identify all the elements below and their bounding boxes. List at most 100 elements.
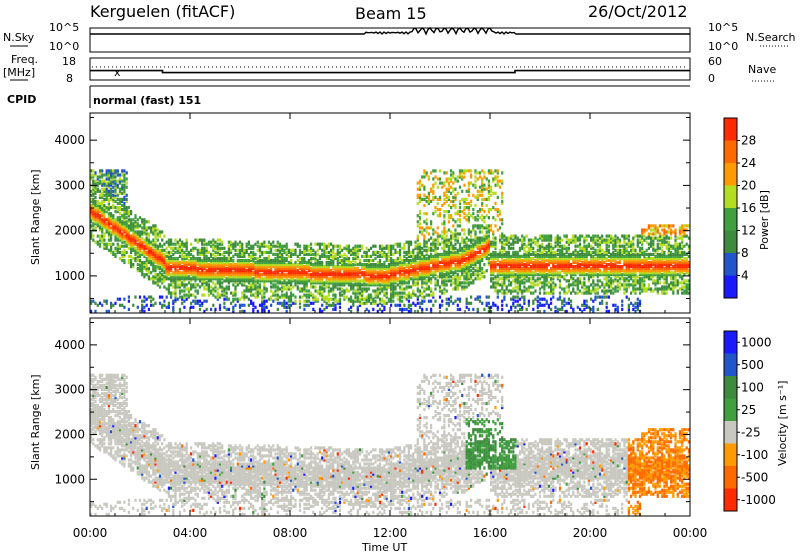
power-cell	[485, 248, 488, 252]
power-cell	[163, 252, 166, 256]
power-cell	[201, 303, 204, 307]
power-cell	[505, 252, 508, 256]
power-cell	[421, 265, 424, 269]
power-cell	[441, 203, 444, 208]
power-cell	[425, 263, 428, 267]
power-cell	[245, 271, 248, 275]
power-cell	[405, 275, 408, 279]
power-cell	[156, 279, 159, 283]
power-cell	[467, 238, 470, 242]
power-cell	[347, 248, 350, 252]
power-cell	[241, 260, 244, 265]
power-cell	[121, 258, 124, 263]
power-cell	[396, 269, 399, 273]
power-cell	[416, 289, 419, 293]
power-cell	[227, 269, 230, 273]
power-cell	[303, 273, 306, 277]
power-cell	[454, 269, 457, 273]
power-cell	[98, 208, 102, 212]
power-cell	[263, 281, 266, 285]
power-cell	[470, 273, 473, 277]
power-cell	[156, 256, 159, 261]
power-cell	[312, 267, 315, 271]
power-cell	[452, 301, 455, 305]
power-cell	[101, 199, 104, 203]
power-cell	[161, 305, 164, 309]
power-cell	[314, 279, 317, 283]
power-cell	[390, 293, 393, 297]
power-cell	[125, 171, 128, 175]
power-cell	[225, 277, 228, 281]
power-cell	[152, 238, 155, 242]
power-cell	[327, 297, 330, 301]
power-cell	[443, 242, 446, 246]
power-cell	[125, 222, 128, 226]
power-cell	[272, 275, 275, 279]
power-cell	[136, 232, 139, 236]
power-cell	[218, 277, 222, 281]
power-cell	[421, 258, 424, 263]
power-cell	[325, 305, 328, 309]
power-cell	[432, 238, 435, 242]
power-cell	[376, 293, 379, 297]
power-cell	[376, 283, 379, 287]
power-cell	[107, 169, 110, 173]
power-cell	[447, 183, 450, 187]
power-cell	[476, 218, 479, 222]
power-cell	[198, 271, 202, 275]
power-cell	[418, 179, 422, 183]
power-cell	[354, 254, 357, 258]
power-cell	[543, 248, 546, 252]
power-cell	[223, 269, 226, 273]
power-cell	[358, 299, 362, 303]
power-cell	[396, 297, 399, 301]
power-cell	[250, 244, 253, 248]
power-cell	[258, 263, 262, 267]
power-cell	[350, 287, 353, 291]
power-cell	[127, 226, 130, 230]
power-cell	[281, 271, 284, 275]
power-cell	[543, 291, 546, 295]
power-cell	[498, 254, 502, 258]
power-cell	[385, 265, 388, 269]
power-cell	[232, 254, 235, 258]
power-cell	[190, 263, 193, 267]
power-cell	[303, 307, 306, 311]
power-cell	[172, 299, 175, 303]
power-cell	[316, 269, 319, 273]
power-cell	[250, 246, 253, 250]
power-cell	[121, 179, 124, 183]
power-cell	[356, 291, 359, 295]
power-cell	[390, 283, 393, 287]
power-cell	[538, 287, 542, 291]
power-cell	[103, 203, 106, 208]
power-cell	[96, 203, 99, 208]
power-cell	[547, 305, 550, 309]
power-cell	[127, 246, 130, 250]
power-cell	[452, 232, 455, 236]
power-cell	[225, 250, 228, 254]
power-cell	[418, 305, 422, 309]
power-cell	[372, 244, 375, 248]
power-cell	[118, 230, 122, 234]
power-cell	[367, 248, 370, 252]
power-cell	[447, 271, 450, 275]
power-cell	[370, 273, 373, 277]
power-cell	[547, 303, 550, 307]
power-cell	[485, 234, 488, 238]
power-cell	[427, 260, 430, 265]
power-cell	[398, 303, 402, 307]
power-cell	[514, 305, 517, 309]
power-cell	[494, 183, 497, 187]
power-cell	[525, 244, 528, 248]
power-cell	[410, 303, 413, 307]
power-cell	[370, 269, 373, 273]
power-cell	[350, 267, 353, 271]
power-cell	[174, 258, 177, 263]
power-cell	[361, 301, 364, 305]
power-cell	[512, 303, 515, 307]
power-cell	[201, 250, 204, 254]
power-cell	[290, 277, 293, 281]
power-cell	[218, 281, 222, 285]
power-cell	[170, 265, 173, 269]
